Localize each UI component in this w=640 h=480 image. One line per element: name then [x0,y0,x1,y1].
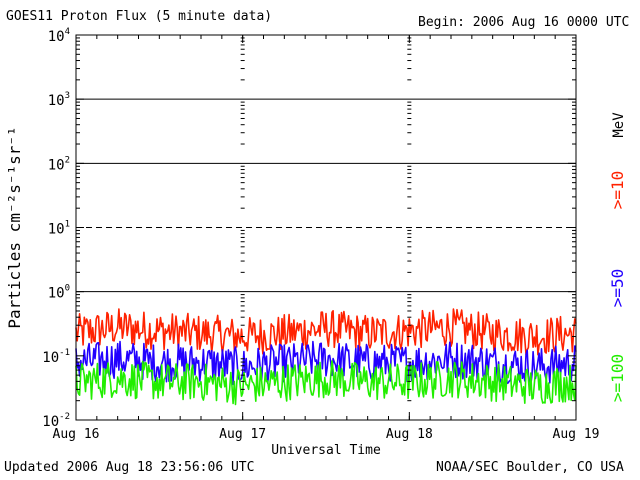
y-tick-label: 102 [48,155,70,173]
y-tick-label: 100 [48,284,70,302]
series-line [75,340,577,386]
data-source: NOAA/SEC Boulder, CO USA [436,460,624,475]
y-tick-label: 10-1 [42,348,70,366]
legend-entry: >=100 [608,354,627,402]
x-tick-label: Aug 19 [553,427,600,442]
y-axis-label: Particles cm⁻²s⁻¹sr⁻¹ [5,126,24,328]
y-tick-label: 104 [48,27,70,45]
y-tick-label: 101 [48,220,70,238]
legend-entry: >=10 [608,171,627,210]
begin-time: Begin: 2006 Aug 16 0000 UTC [418,15,630,30]
legend-entry: >=50 [608,269,627,308]
plot-frame [75,34,577,421]
updated-time: Updated 2006 Aug 18 23:56:06 UTC [4,460,255,475]
x-tick-label: Aug 16 [53,427,100,442]
y-tick-label: 10-2 [42,412,70,430]
series-line [75,360,577,406]
x-tick-label: Aug 18 [386,427,433,442]
series-line [75,308,577,356]
x-axis-label: Universal Time [271,443,381,458]
chart-title: GOES11 Proton Flux (5 minute data) [6,9,273,24]
x-tick-label: Aug 17 [219,427,266,442]
y-tick-label: 103 [48,91,70,109]
legend-unit: MeV [611,112,627,138]
